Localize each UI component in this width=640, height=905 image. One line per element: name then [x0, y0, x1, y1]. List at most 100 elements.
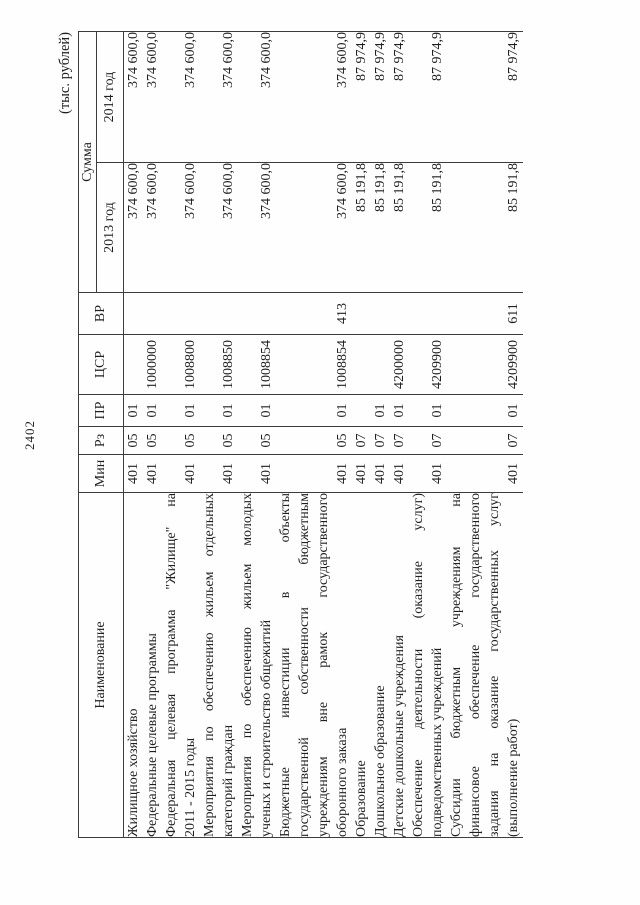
cell-vr	[371, 292, 390, 335]
cell-2014: 374 600,0	[276, 31, 352, 163]
col-header-2014: 2014 год	[96, 31, 124, 163]
cell-name: Образование	[352, 492, 371, 838]
cell-rz: 05	[200, 426, 238, 455]
cell-2013: 374 600,0	[238, 162, 276, 293]
cell-vr	[390, 292, 409, 335]
table-row: Субсидии бюджетным учреждениям на финанс…	[447, 31, 523, 838]
cell-min: 401	[238, 454, 276, 493]
table-header: Наименование Мин Рз ПР ЦСР ВР Сумма 2013…	[78, 31, 124, 838]
name-line: Детские дошкольные учреждения	[392, 635, 407, 837]
cell-pr: 01	[371, 394, 390, 427]
cell-2014: 374 600,0	[238, 31, 276, 163]
cell-name: Детские дошкольные учреждения	[390, 492, 409, 838]
cell-2014: 87 974,9	[447, 31, 523, 163]
cell-csr: 4209900	[409, 334, 447, 395]
cell-min: 401	[143, 454, 162, 493]
cell-vr: 611	[447, 292, 523, 335]
cell-name: Федеральные целевые программы	[143, 492, 162, 838]
cell-pr: 01	[447, 394, 523, 427]
name-line: категорий граждан	[221, 724, 236, 837]
cell-name: Федеральная целевая программа "Жилище" н…	[162, 492, 200, 838]
name-line: задания на оказание государственных услу…	[487, 493, 502, 837]
cell-2014: 87 974,9	[352, 31, 371, 163]
cell-pr: 01	[143, 394, 162, 427]
name-line: ученых и строительство общежитий	[259, 619, 274, 837]
name-line: Жилищное хозяйство	[126, 708, 141, 837]
table-row: Обеспечение деятельности (оказание услуг…	[409, 31, 447, 838]
cell-min: 401	[352, 454, 371, 493]
cell-2013: 374 600,0	[276, 162, 352, 293]
cell-name: Мероприятия по обеспечению жильем отдель…	[200, 492, 238, 838]
table-body: Жилищное хозяйство 401 05 01 374 600,0 3…	[123, 31, 523, 838]
name-line: Мероприятия по обеспечению жильем молоды…	[240, 493, 255, 837]
name-line: Федеральные целевые программы	[145, 633, 160, 837]
cell-rz: 07	[409, 426, 447, 455]
cell-min: 401	[447, 454, 523, 493]
cell-csr: 1008850	[200, 334, 238, 395]
name-line: финансовое обеспечение государственного	[468, 493, 483, 837]
name-line: Обеспечение деятельности (оказание услуг…	[411, 493, 426, 837]
cell-pr: 01	[200, 394, 238, 427]
name-line: оборонного заказа	[335, 727, 350, 837]
name-line: Субсидии бюджетным учреждениям на	[449, 493, 464, 837]
cell-2013: 85 191,8	[447, 162, 523, 293]
cell-vr	[200, 292, 238, 335]
cell-name: Обеспечение деятельности (оказание услуг…	[409, 492, 447, 838]
col-header-min: Мин	[78, 454, 124, 493]
cell-vr	[352, 292, 371, 335]
cell-rz: 07	[390, 426, 409, 455]
cell-min: 401	[162, 454, 200, 493]
cell-csr	[371, 334, 390, 395]
table-row: Мероприятия по обеспечению жильем отдель…	[200, 31, 238, 838]
cell-csr: 4200000	[390, 334, 409, 395]
name-line: подведомственных учреждений	[430, 647, 445, 837]
cell-2013: 374 600,0	[162, 162, 200, 293]
col-header-sum: Сумма	[78, 31, 97, 293]
cell-2013: 85 191,8	[371, 162, 390, 293]
cell-csr	[352, 334, 371, 395]
cell-csr: 1008854	[276, 334, 352, 395]
table-row: Жилищное хозяйство 401 05 01 374 600,0 3…	[123, 31, 143, 838]
name-line: Образование	[354, 760, 369, 837]
col-header-rz: Рз	[78, 426, 124, 455]
cell-pr: 01	[409, 394, 447, 427]
cell-vr	[162, 292, 200, 335]
cell-csr: 1008800	[162, 334, 200, 395]
table-row: Мероприятия по обеспечению жильем молоды…	[238, 31, 276, 838]
cell-2014: 87 974,9	[409, 31, 447, 163]
cell-pr: 01	[276, 394, 352, 427]
cell-min: 401	[123, 454, 143, 493]
cell-csr: 4209900	[447, 334, 523, 395]
cell-min: 401	[371, 454, 390, 493]
cell-pr	[352, 394, 371, 427]
table-row: Бюджетные инвестиции в объекты государст…	[276, 31, 352, 838]
cell-vr: 413	[276, 292, 352, 335]
table-row: Федеральная целевая программа "Жилище" н…	[162, 31, 200, 838]
cell-vr	[143, 292, 162, 335]
name-line: (выполнение работ)	[506, 718, 521, 837]
name-line: учреждениям вне рамок государственного	[316, 493, 331, 837]
cell-2014: 374 600,0	[162, 31, 200, 163]
cell-pr: 01	[390, 394, 409, 427]
header-row-1: Наименование Мин Рз ПР ЦСР ВР Сумма	[78, 31, 124, 838]
col-header-name: Наименование	[78, 492, 124, 838]
col-header-2013: 2013 год	[96, 162, 124, 293]
cell-csr	[123, 334, 143, 395]
name-line: 2011 - 2015 годы	[183, 737, 198, 837]
cell-2013: 85 191,8	[352, 162, 371, 293]
cell-rz: 05	[238, 426, 276, 455]
cell-rz: 05	[276, 426, 352, 455]
cell-2014: 87 974,9	[371, 31, 390, 163]
table-row: Детские дошкольные учреждения 401 07 01 …	[390, 31, 409, 838]
cell-min: 401	[276, 454, 352, 493]
cell-min: 401	[200, 454, 238, 493]
cell-min: 401	[409, 454, 447, 493]
cell-name: Мероприятия по обеспечению жильем молоды…	[238, 492, 276, 838]
cell-2013: 374 600,0	[200, 162, 238, 293]
cell-2013: 85 191,8	[390, 162, 409, 293]
name-line: государственной собственности бюджетным	[297, 493, 312, 837]
table-row: Образование 401 07 85 191,8 87 974,9	[352, 31, 371, 838]
col-header-pr: ПР	[78, 394, 124, 427]
